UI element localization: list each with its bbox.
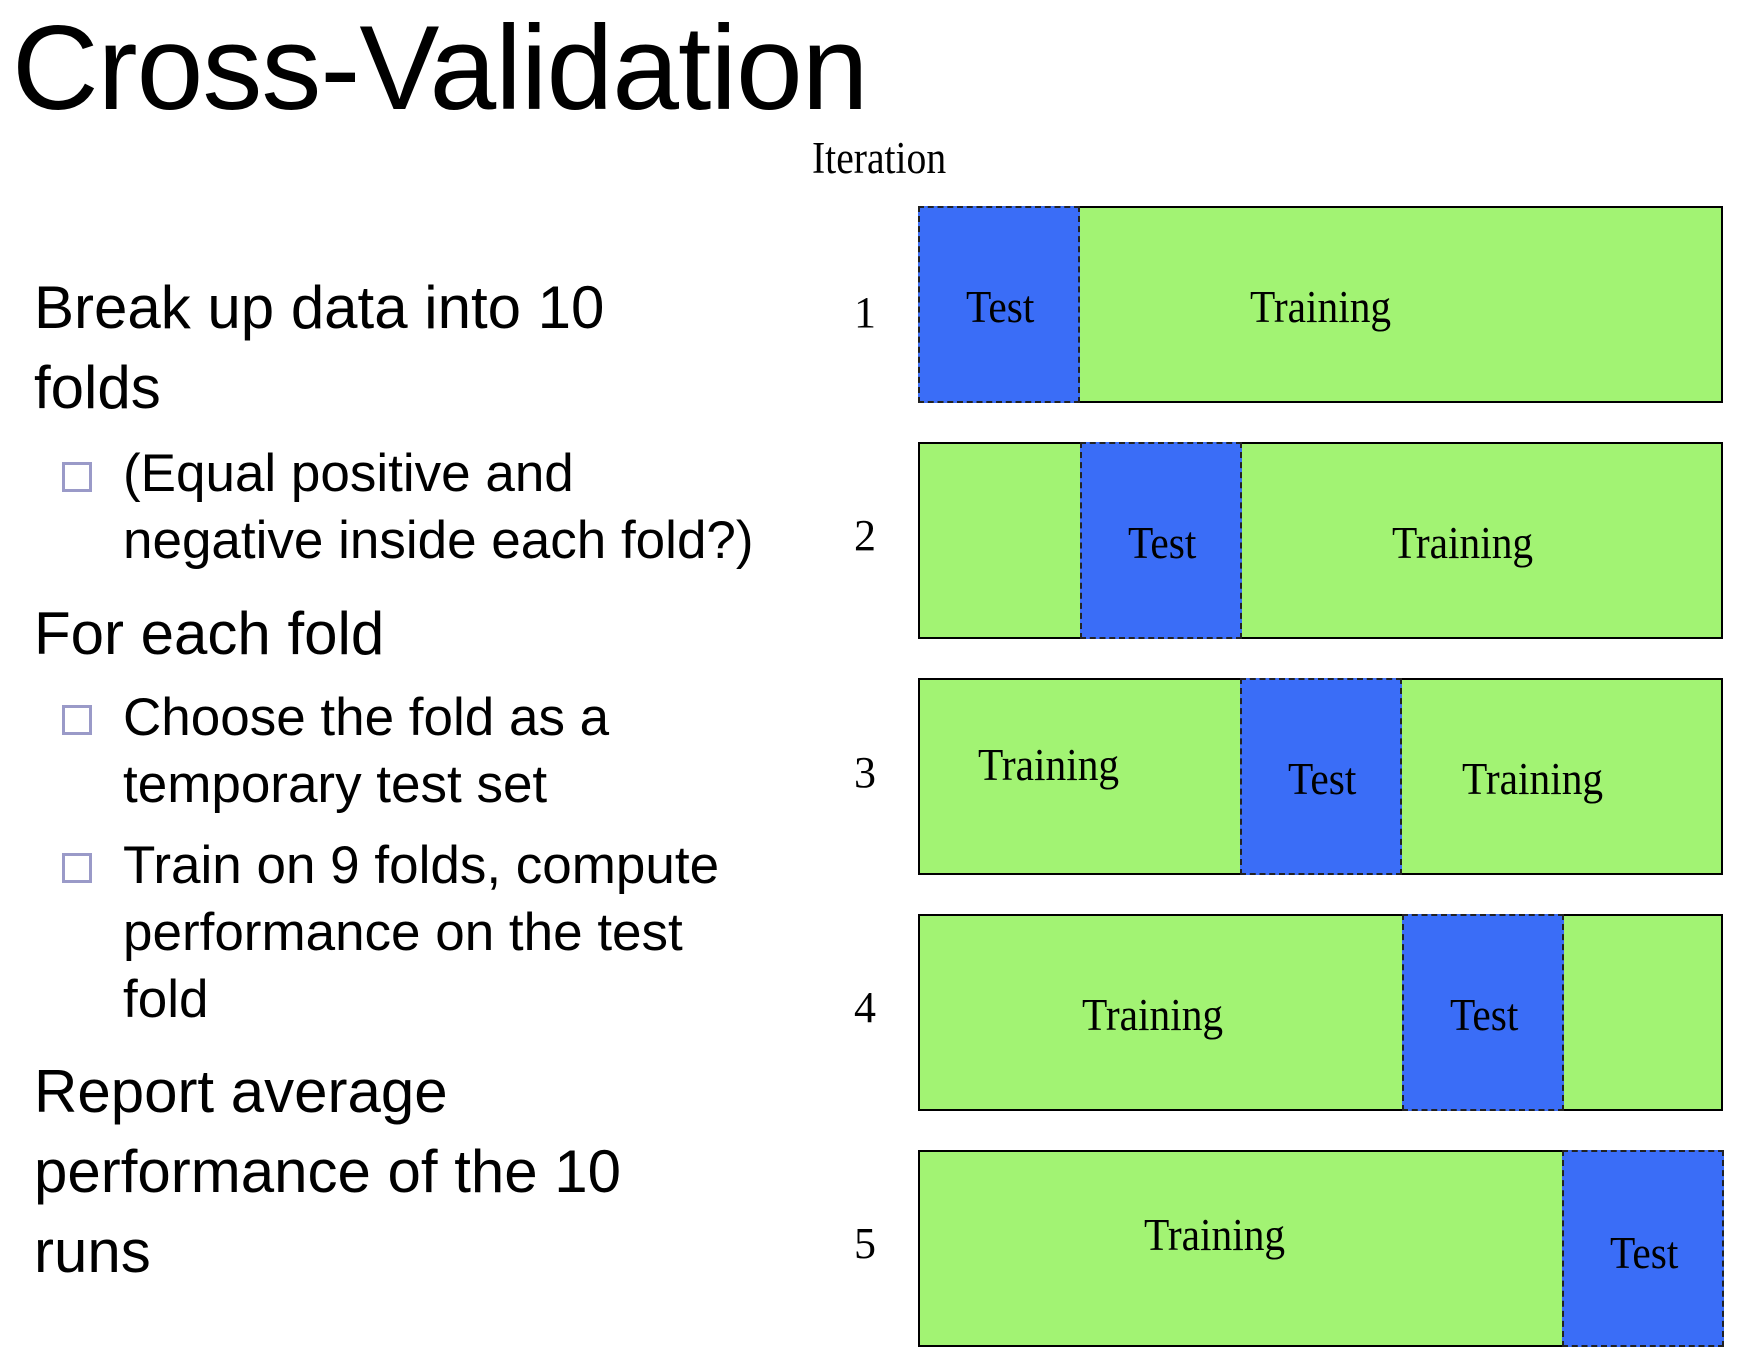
bullet-line: Report average bbox=[34, 1058, 448, 1125]
training-label: Training bbox=[1144, 1209, 1286, 1260]
bullet-break-up-data: Break up data into 10 folds bbox=[34, 268, 604, 428]
sub-bullet-line: fold bbox=[123, 970, 209, 1029]
training-label: Training bbox=[1392, 517, 1534, 568]
sub-bullet-choose-fold: Choose the fold as a temporary test set bbox=[123, 684, 609, 818]
fold-row: Training Test Training bbox=[918, 678, 1723, 875]
square-bullet-icon bbox=[62, 705, 92, 735]
fold-row: Test Training bbox=[918, 442, 1723, 639]
training-label: Training bbox=[1082, 989, 1224, 1040]
training-label: Training bbox=[1250, 281, 1392, 332]
test-segment bbox=[1402, 914, 1564, 1111]
bullet-for-each-fold: For each fold bbox=[34, 594, 384, 674]
training-label: Training bbox=[1462, 753, 1604, 804]
iteration-number: 3 bbox=[854, 748, 876, 797]
bullet-report-average: Report average performance of the 10 run… bbox=[34, 1052, 621, 1292]
sub-bullet-line: (Equal positive and bbox=[123, 444, 574, 503]
test-segment bbox=[1240, 678, 1402, 875]
sub-bullet-train-on-9-folds: Train on 9 folds, compute performance on… bbox=[123, 832, 719, 1033]
square-bullet-icon bbox=[62, 462, 92, 492]
fold-row: Test Training bbox=[918, 206, 1723, 403]
iteration-number: 1 bbox=[854, 288, 876, 337]
fold-row: Training Test bbox=[918, 1150, 1724, 1347]
test-label: Test bbox=[1288, 753, 1357, 804]
sub-bullet-line: performance on the test bbox=[123, 903, 683, 962]
iteration-label: Iteration bbox=[812, 133, 947, 183]
page-title: Cross-Validation bbox=[12, 1, 868, 135]
test-label: Test bbox=[1610, 1227, 1679, 1278]
test-segment bbox=[1562, 1150, 1724, 1347]
test-segment bbox=[918, 206, 1080, 403]
sub-bullet-line: Choose the fold as a bbox=[123, 688, 610, 747]
square-bullet-icon bbox=[62, 853, 92, 883]
test-label: Test bbox=[1450, 989, 1519, 1040]
sub-bullet-line: negative inside each fold?) bbox=[123, 511, 754, 570]
bullet-line: For each fold bbox=[34, 600, 385, 667]
training-label: Training bbox=[978, 739, 1120, 790]
iteration-number: 5 bbox=[854, 1219, 876, 1268]
sub-bullet-equal-positive-negative: (Equal positive and negative inside each… bbox=[123, 440, 754, 574]
bullet-line: performance of the 10 bbox=[34, 1138, 622, 1205]
iteration-number: 4 bbox=[854, 983, 876, 1032]
iteration-number: 2 bbox=[854, 511, 876, 560]
test-label: Test bbox=[966, 281, 1035, 332]
test-label: Test bbox=[1128, 517, 1197, 568]
sub-bullet-line: temporary test set bbox=[123, 755, 548, 814]
bullet-line: folds bbox=[34, 354, 161, 421]
bullet-line: runs bbox=[34, 1218, 151, 1285]
fold-row: Training Test bbox=[918, 914, 1723, 1111]
sub-bullet-line: Train on 9 folds, compute bbox=[123, 836, 720, 895]
bullet-line: Break up data into 10 bbox=[34, 274, 605, 341]
test-segment bbox=[1080, 442, 1242, 639]
